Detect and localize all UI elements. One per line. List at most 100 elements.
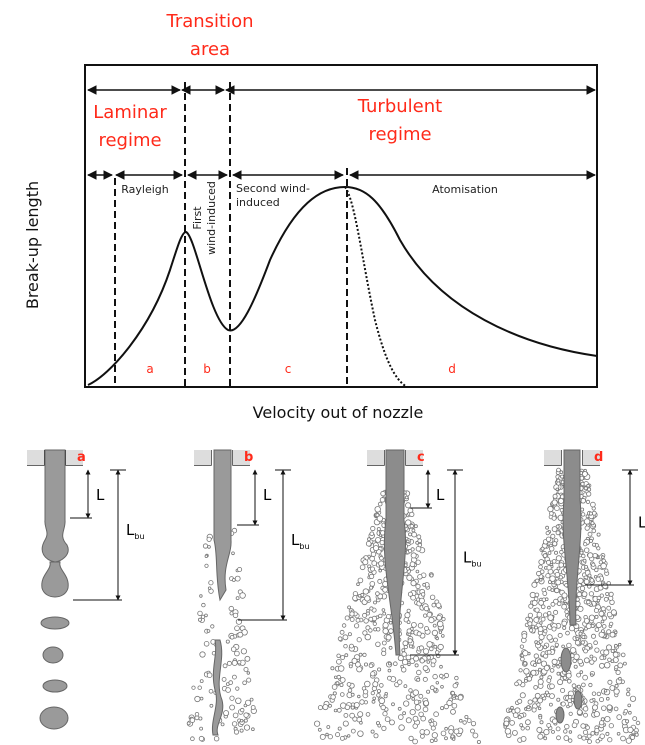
spray-droplet [599,593,604,598]
spray-droplet [210,624,215,629]
spray-droplet [595,576,601,582]
spray-droplet [550,533,556,539]
spray-droplet [635,720,641,726]
spray-droplet [387,661,392,666]
spray-droplet [377,578,383,584]
spray-droplet [356,637,362,643]
spray-droplet [593,710,600,718]
spray-droplet [186,721,191,726]
spray-droplet [372,621,377,626]
spray-droplet [401,648,406,653]
spray-droplet [525,725,530,731]
spray-droplet [601,624,607,629]
spray-droplet [392,661,398,666]
spray-droplet [433,711,439,717]
spray-droplet [554,642,559,647]
spray-droplet [327,734,333,740]
spray-droplet [405,717,412,724]
spray-droplet [555,579,562,586]
spray-droplet [579,585,586,592]
spray-droplet [562,675,568,680]
spray-droplet [607,657,612,662]
spray-droplet [375,537,381,543]
spray-droplet [204,613,208,618]
spray-droplet [556,467,561,473]
spray-droplet [341,623,347,628]
spray-droplet [363,662,368,667]
spray-droplet [440,730,447,737]
spray-droplet [634,732,639,737]
spray-droplet [628,710,632,715]
spray-droplet [397,706,402,711]
spray-droplet [585,623,592,629]
dotted-curve [344,186,408,388]
spray-droplet [545,536,552,542]
spray-droplet [349,617,355,622]
spray-droplet [209,703,214,708]
spray-droplet [364,595,371,602]
spray-droplet [328,703,332,708]
spray-droplet [601,705,607,711]
spray-droplet [581,591,588,598]
spray-droplet [606,704,613,711]
spray-droplet [410,630,415,635]
spray-droplet [547,605,551,610]
spray-droplet [407,548,413,554]
spray-droplet [190,736,195,741]
spray-droplet [420,592,426,597]
spray-droplet [600,562,607,570]
spray-droplet [364,633,371,641]
spray-droplet [595,622,602,629]
spray-droplet [317,727,322,732]
spray-droplet [440,684,444,689]
spray-droplet [417,542,422,548]
spray-droplet [422,665,429,672]
spray-droplet [330,694,336,700]
spray-droplet [604,662,611,669]
spray-droplet [342,634,349,641]
spray-droplet [370,671,376,677]
spray-droplet [470,728,475,734]
spray-droplet [388,620,393,625]
spray-droplet [615,669,621,676]
spray-droplet [577,684,581,689]
spray-droplet [555,726,561,732]
spray-droplet [243,724,251,731]
spray-droplet [413,699,420,705]
spray-droplet [365,712,371,717]
spray-droplet [208,580,214,586]
spray-droplet [322,704,329,711]
spray-droplet [440,634,445,638]
spray-droplet [605,696,610,701]
spray-droplet [452,683,458,689]
spray-droplet [567,702,573,707]
spray-droplet [336,658,342,665]
panel-letter: b [244,450,253,465]
spray-droplet [561,592,568,599]
spray-droplet [517,715,522,720]
spray-droplet [583,578,590,585]
spray-droplet [533,663,537,667]
spray-droplet [199,696,204,701]
spray-droplet [405,519,412,526]
spray-droplet [440,706,445,711]
spray-droplet [343,713,349,718]
spray-droplet [430,662,436,668]
spray-droplet [358,652,363,657]
spray-droplet [551,626,557,632]
spray-droplet [347,605,352,610]
spray-droplet [518,668,523,673]
spray-droplet [544,597,549,601]
spray-droplet [536,570,542,577]
spray-droplet [368,628,373,633]
spray-droplet [362,689,369,695]
spray-droplet [528,603,534,609]
spray-droplet [431,602,437,608]
spray-droplet [189,717,196,723]
spray-droplet [243,667,249,673]
spray-droplet [204,554,208,558]
spray-droplet [339,677,346,683]
spray-droplet [402,711,407,716]
spray-droplet [431,732,438,739]
spray-droplet [362,559,369,566]
